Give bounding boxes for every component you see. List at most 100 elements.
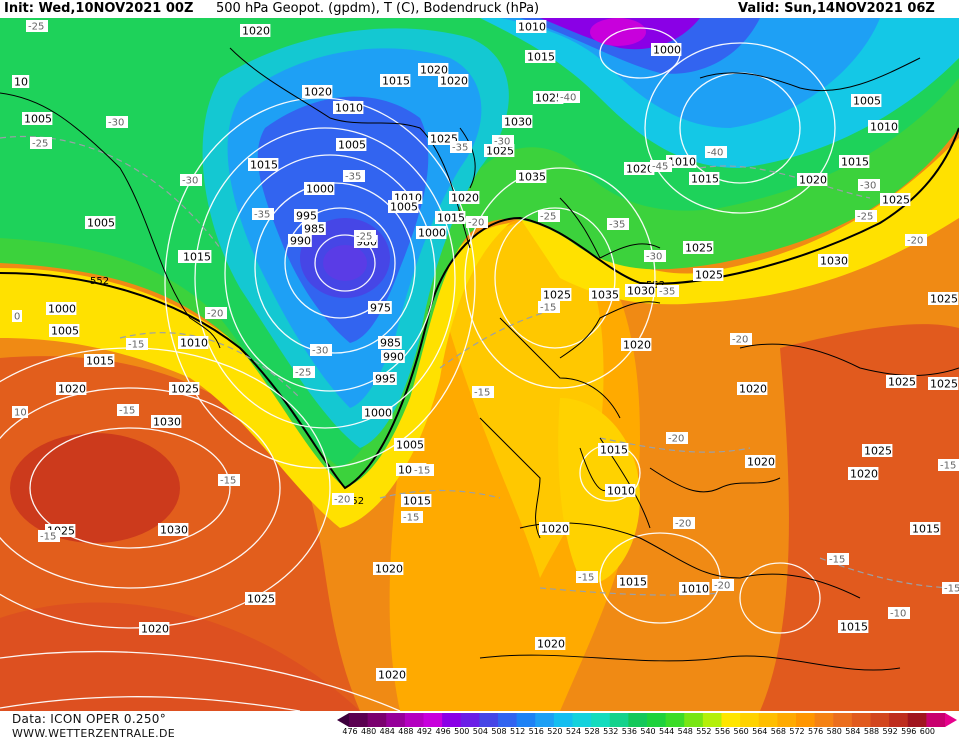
pressure-label-text: 1015 (619, 576, 647, 589)
temperature-label: -35 (657, 285, 679, 298)
pressure-label-box (333, 101, 364, 114)
temperature-label-box (607, 218, 629, 230)
pressure-label-box (84, 354, 115, 367)
pressure-label-box (541, 288, 572, 301)
temperature-label-text: -35 (659, 287, 675, 298)
pressure-label-text: 1015 (841, 156, 869, 169)
temperature-label-box (712, 579, 734, 591)
map-canvas[interactable]: 552 552 552 (0, 18, 959, 711)
pressure-label-box (56, 382, 87, 395)
pressure-label-text: 1020 (451, 192, 479, 205)
pressure-label-text: 1005 (24, 113, 52, 126)
pressure-label-box (651, 43, 682, 56)
field-low-center (323, 245, 367, 281)
temperature-label-box (576, 571, 598, 583)
pressure-label: 1035 (516, 170, 547, 184)
pressure-label-box (689, 172, 720, 185)
colorbar-left-arrow (337, 713, 349, 727)
temperature-label-box (558, 91, 580, 103)
weather-map[interactable]: 552 552 552 (0, 18, 959, 711)
colorbar-segment (404, 713, 424, 727)
temperature-label-box (310, 344, 332, 356)
pressure-label: 1020 (418, 63, 449, 77)
pressure-label-text: 990 (290, 235, 311, 248)
temperature-label-box (205, 307, 227, 319)
temperature-label: -15 (38, 530, 60, 543)
temperature-label: -15 (538, 301, 560, 314)
colorbar-segment (889, 713, 909, 727)
pressure-label-text: 1015 (840, 621, 868, 634)
pressure-label-box (502, 115, 533, 128)
colorbar-right-arrow (945, 713, 957, 727)
temperature-label: -35 (450, 141, 472, 154)
pressure-label-text: 1000 (653, 44, 681, 57)
temperature-label-text: -15 (474, 388, 490, 399)
colorbar-tick-label: 592 (882, 727, 898, 736)
temperature-label: -45 (650, 160, 672, 173)
colorbar-segment (553, 713, 573, 727)
temperature-label-text: -40 (707, 148, 723, 159)
chart-footer: Data: ICON OPER 0.250° WWW.WETTERZENTRAL… (0, 711, 959, 741)
colorbar-segment (349, 713, 369, 727)
site-link[interactable]: WWW.WETTERZENTRALE.DE (12, 727, 175, 740)
temperature-label: -20 (905, 234, 927, 247)
colorbar-segment (870, 713, 890, 727)
pressure-label-box (248, 158, 279, 171)
pressure-label: 1025 (928, 292, 959, 306)
temperature-label-box (218, 474, 240, 486)
colorbar-segment (721, 713, 741, 727)
pressure-label-text: 1030 (820, 255, 848, 268)
temperature-label-box (12, 406, 28, 418)
colorbar-segment (423, 713, 443, 727)
temperature-label-box (354, 230, 376, 242)
pressure-label-box (839, 155, 870, 168)
pressure-label-text: 1035 (518, 171, 546, 184)
pressure-label-box (169, 382, 200, 395)
pressure-label-text: 1010 (681, 583, 709, 596)
colorbar-segment (796, 713, 816, 727)
temperature-label: 10 (12, 406, 28, 419)
colorbar-segment (702, 713, 722, 727)
colorbar-tick-label: 580 (826, 727, 842, 736)
colorbar-tick-label: 572 (789, 727, 805, 736)
pressure-label: 1010 (679, 582, 710, 596)
temperature-label-text: -30 (646, 252, 662, 263)
pressure-label-text: 1025 (685, 242, 713, 255)
pressure-label: 1000 (651, 43, 682, 57)
temperature-label-box (538, 301, 560, 313)
temperature-label-text: -15 (414, 466, 430, 477)
pressure-label-box (598, 443, 629, 456)
pressure-label-box (245, 592, 276, 605)
temperature-label-box (412, 464, 434, 476)
pressure-label: 1015 (181, 250, 212, 264)
pressure-label-text: 1010 (335, 102, 363, 115)
temperature-label: -30 (858, 179, 880, 192)
temperature-label-box (538, 210, 560, 222)
temperature-label-box (492, 135, 514, 147)
valid-time: Valid: Sun,14NOV2021 06Z (738, 1, 935, 16)
pressure-label-box (373, 372, 397, 385)
pressure-label-text: 10 (14, 76, 28, 89)
colorbar-tick-label: 476 (342, 727, 358, 736)
pressure-label-text: 1010 (668, 156, 696, 169)
temperature-label-box (252, 208, 274, 220)
pressure-label: 1025 (541, 288, 572, 302)
pressure-label-box (240, 24, 271, 37)
temperature-label-box (650, 160, 672, 172)
temperature-label: -35 (252, 208, 274, 221)
pressure-label-box (533, 91, 564, 104)
temperature-label-text: -25 (540, 212, 556, 223)
colorbar-segment (386, 713, 406, 727)
pressure-label-text: 1000 (48, 303, 76, 316)
pressure-label-box (373, 562, 404, 575)
pressure-label-text: 1000 (306, 183, 334, 196)
pressure-label: 1020 (624, 162, 655, 176)
temperature-label-text: -20 (732, 335, 748, 346)
pressure-label-text: 1005 (390, 201, 418, 214)
temperature-label: 0 (12, 310, 22, 323)
pressure-label: 985 (302, 222, 326, 236)
temperature-label-box (343, 170, 365, 182)
temperature-label: -40 (558, 91, 580, 104)
pressure-label-text: 1025 (930, 293, 958, 306)
contour-552-label-w: 552 (90, 276, 109, 287)
